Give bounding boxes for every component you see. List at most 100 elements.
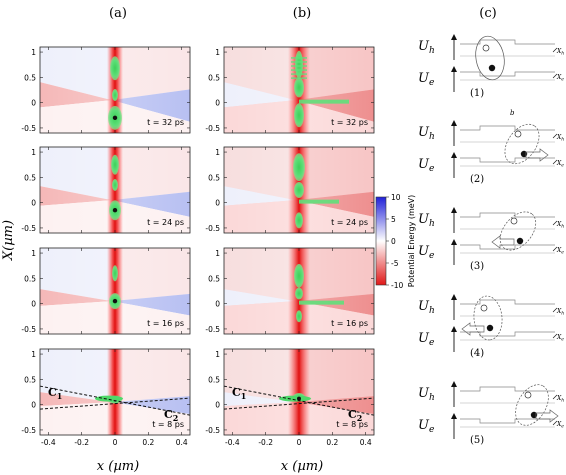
potential-stripe xyxy=(288,349,310,435)
hole-marker xyxy=(514,130,522,138)
y-tick-label: 1 xyxy=(31,350,36,359)
schematic-column: Uh Ue Xh Xe (1) Uh Ue Xh Xe (2) Uh Ue Xh Xe (3) Uh Ue Xh X… xyxy=(418,34,564,446)
schematic-panel: Uh Ue Xh Xe (1) xyxy=(418,34,564,99)
wave-packet xyxy=(295,287,303,300)
y-tick-label: 0 xyxy=(31,99,36,108)
motion-arrow xyxy=(535,409,559,423)
y-tick-label: 0.5 xyxy=(208,73,220,82)
right-x-label: Xh xyxy=(556,308,564,317)
particle-dot xyxy=(112,298,118,304)
wave-packet xyxy=(293,153,305,182)
y-tick-label: -0.5 xyxy=(21,124,36,133)
colorbar-label: Potential Energy (meV) xyxy=(407,195,416,288)
time-label: t = 24 ps xyxy=(147,218,184,227)
boundary-line xyxy=(40,397,190,410)
x-axis-label-a: x (µm) xyxy=(97,459,139,474)
x-tick-label: 0.4 xyxy=(176,438,188,447)
colorbar-tick-label: 0 xyxy=(391,237,396,246)
exciton-outline xyxy=(475,35,505,81)
y-tick-label: 0.5 xyxy=(24,274,36,283)
label-uh: Uh xyxy=(418,125,435,142)
y-tick-label: 1 xyxy=(215,350,220,359)
time-label: t = 8 ps xyxy=(152,420,184,429)
schematic-panel-number: (1) xyxy=(470,88,484,99)
particle-dot xyxy=(112,115,118,121)
y-tick-label: 1 xyxy=(31,148,36,157)
exciton-outline xyxy=(515,384,549,426)
label-ue: Ue xyxy=(418,71,434,88)
y-tick-label: 0 xyxy=(215,199,220,208)
time-label: t = 24 ps xyxy=(331,218,368,227)
colorbar-tick-label: 5 xyxy=(391,215,396,224)
x-tick-label: -0.4 xyxy=(225,438,240,447)
wave-packet xyxy=(112,89,118,102)
wave-packet xyxy=(112,265,118,282)
time-label: t = 16 ps xyxy=(331,319,368,328)
wave-packet xyxy=(294,77,304,98)
time-label: t = 32 ps xyxy=(331,118,368,127)
hole-marker xyxy=(524,391,532,399)
y-tick-label: 0.5 xyxy=(24,375,36,384)
colorbar-tick-label: -5 xyxy=(391,259,399,268)
y-tick-label: 0.5 xyxy=(208,173,220,182)
y-tick-label: 0 xyxy=(215,401,220,410)
electron-marker xyxy=(486,324,494,332)
electron-marker xyxy=(488,64,496,72)
schematic-panel-number: (3) xyxy=(470,261,484,272)
y-axis-label: X(µm) xyxy=(1,220,16,261)
wave-packet xyxy=(294,182,304,198)
heatmap-panel: 1 0.5 0 -0.5 t = 24 ps xyxy=(205,146,375,234)
label-b: b xyxy=(510,109,515,117)
boundary-line xyxy=(40,385,190,416)
column-label-a: (a) xyxy=(109,6,127,21)
label-uh: Uh xyxy=(418,39,435,56)
time-label: t = 32 ps xyxy=(147,118,184,127)
wave-packet xyxy=(95,395,123,402)
y-tick-label: 0.5 xyxy=(208,375,220,384)
y-tick-label: -0.5 xyxy=(205,325,220,334)
motion-arrow xyxy=(461,322,485,336)
y-tick-label: 0.5 xyxy=(24,173,36,182)
particle-dot xyxy=(112,208,118,213)
x-tick-label: 0 xyxy=(113,438,118,447)
schematic-panel: Uh Ue Xh Xe (2) xyxy=(418,120,564,185)
boundary-line xyxy=(224,397,374,410)
right-x-label: Xe xyxy=(556,334,564,343)
x-tick-label: -0.2 xyxy=(74,438,89,447)
wave-streak xyxy=(299,99,349,104)
label-ue: Ue xyxy=(418,244,434,261)
y-tick-label: 1 xyxy=(215,148,220,157)
right-x-label: Xh xyxy=(556,134,564,143)
x-tick-label: 0.2 xyxy=(142,438,154,447)
schematic-panel-number: (5) xyxy=(470,435,484,446)
y-tick-label: 1 xyxy=(215,48,220,57)
wave-packet xyxy=(110,56,120,81)
y-tick-label: 0.5 xyxy=(24,73,36,82)
right-x-label: Xh xyxy=(556,221,564,230)
y-tick-label: 0 xyxy=(215,300,220,309)
heatmap-panel: 1 0.5 0 -0.5 t = 16 ps xyxy=(21,247,191,335)
x-tick-label: -0.2 xyxy=(258,438,273,447)
wave-packet xyxy=(294,103,304,128)
motion-arrow xyxy=(525,148,549,162)
y-tick-label: 0 xyxy=(31,401,36,410)
hole-marker xyxy=(480,304,488,312)
label-ue: Ue xyxy=(418,331,434,348)
colorbar: 10 5 0 -5 -10 Potential Energy (meV) xyxy=(375,193,416,290)
motion-arrow xyxy=(491,235,515,249)
right-x-label: Xe xyxy=(556,160,564,169)
wave-streak xyxy=(299,199,339,204)
y-tick-label: -0.5 xyxy=(205,426,220,435)
y-tick-label: -0.5 xyxy=(21,224,36,233)
y-tick-label: 0 xyxy=(31,199,36,208)
exciton-outline xyxy=(473,295,503,341)
schematic-panel-number: (2) xyxy=(470,174,484,185)
time-label: t = 8 ps xyxy=(336,420,368,429)
wave-packet xyxy=(279,395,311,402)
label-uh: Uh xyxy=(418,386,435,403)
hole-marker xyxy=(510,217,518,225)
x-tick-label: 0.2 xyxy=(326,438,338,447)
electron-marker xyxy=(520,150,528,158)
